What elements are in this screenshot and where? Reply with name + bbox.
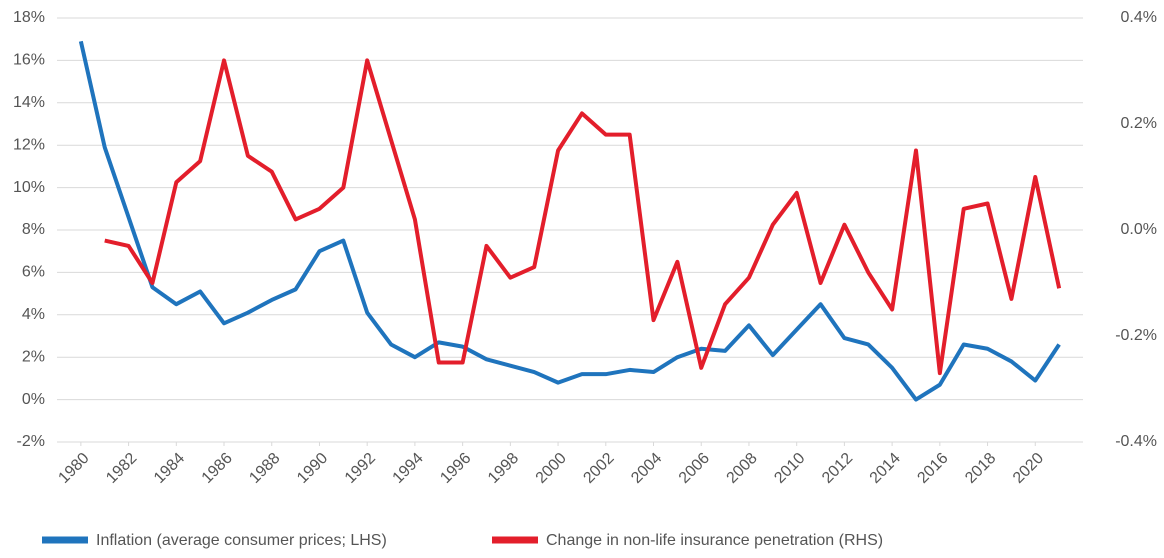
x-tick-label: 2020 <box>1010 450 1047 487</box>
x-tick-label: 1986 <box>199 450 236 487</box>
y-tick-label: 2% <box>22 348 45 365</box>
y-tick-label: 6% <box>22 264 45 281</box>
x-tick-label: 2000 <box>533 450 570 487</box>
x-tick-label: 2004 <box>628 450 665 487</box>
y2-tick-label: -0.2% <box>1115 327 1157 344</box>
x-tick-label: 1994 <box>390 450 427 487</box>
series-line <box>104 58 1062 376</box>
y-tick-label: 4% <box>22 306 45 323</box>
x-tick-label: 1982 <box>103 450 140 487</box>
x-tick-label: 1984 <box>151 450 188 487</box>
x-tick-label: 1990 <box>294 450 331 487</box>
y-tick-label: 10% <box>13 179 45 196</box>
x-tick-label: 1980 <box>55 450 92 487</box>
legend-label: Inflation (average consumer prices; LHS) <box>96 532 387 549</box>
x-tick-label: 2008 <box>724 450 761 487</box>
x-tick-label: 2014 <box>867 450 904 487</box>
y2-tick-label: 0.2% <box>1121 115 1157 132</box>
y2-tick-label: 0.4% <box>1121 9 1157 26</box>
legend-label: Change in non-life insurance penetration… <box>546 532 883 549</box>
y-tick-label: 14% <box>13 94 45 111</box>
y-tick-label: 0% <box>22 391 45 408</box>
y-tick-label: 8% <box>22 221 45 238</box>
x-tick-label: 2012 <box>819 450 856 487</box>
y2-tick-label: -0.4% <box>1115 433 1157 450</box>
y-tick-label: -2% <box>17 433 45 450</box>
x-tick-label: 2016 <box>914 450 951 487</box>
y-tick-label: 16% <box>13 52 45 69</box>
x-tick-label: 2002 <box>580 450 617 487</box>
y2-tick-label: 0.0% <box>1121 221 1157 238</box>
x-tick-label: 1998 <box>485 450 522 487</box>
x-tick-label: 2010 <box>771 450 808 487</box>
x-tick-label: 1992 <box>342 450 379 487</box>
x-tick-label: 1988 <box>246 450 283 487</box>
x-tick-label: 1996 <box>437 450 474 487</box>
y-tick-label: 18% <box>13 9 45 26</box>
x-tick-label: 2018 <box>962 450 999 487</box>
series-line <box>78 40 1061 402</box>
x-tick-label: 2006 <box>676 450 713 487</box>
y-tick-label: 12% <box>13 136 45 153</box>
